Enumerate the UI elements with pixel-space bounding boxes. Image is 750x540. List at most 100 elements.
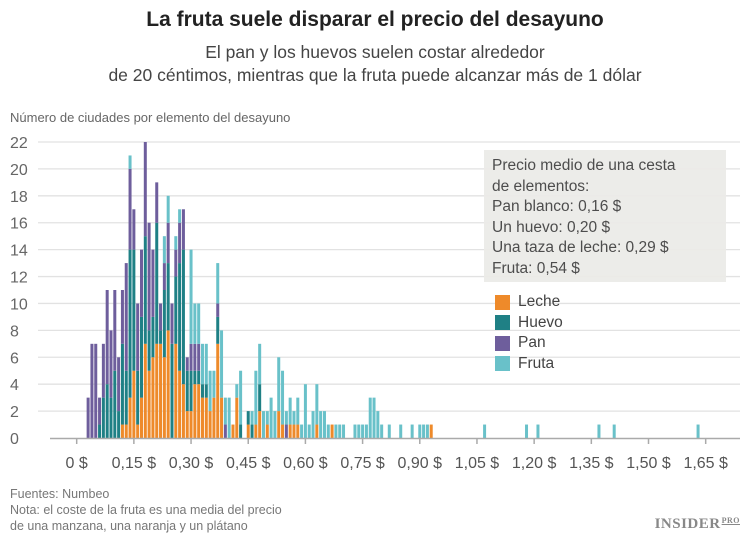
bar-segment-leche [151, 357, 155, 438]
bar-segment-leche [292, 424, 296, 438]
bar-segment-fruta [410, 424, 414, 438]
bar-segment-fruta [174, 236, 178, 250]
bar-segment-fruta [273, 411, 277, 438]
bar-segment-leche [265, 424, 269, 438]
bar-segment-fruta [319, 411, 323, 438]
note-text-line-1: Nota: el coste de la fruta es una media … [10, 503, 282, 517]
bar-segment-pan [113, 290, 117, 371]
bar-segment-huevo [166, 263, 170, 331]
x-tick-label: 1,50 $ [626, 455, 671, 472]
bar-segment-huevo [170, 343, 174, 438]
bar-segment-fruta [284, 411, 288, 425]
bar-segment-fruta [315, 384, 319, 425]
bar-segment-huevo [159, 330, 163, 344]
bar-segment-leche [281, 424, 285, 438]
legend-swatch [495, 294, 510, 310]
bar-segment-fruta [220, 330, 224, 398]
note-line: Fruta: 0,54 $ [492, 259, 580, 277]
y-tick-label: 22 [10, 135, 28, 152]
y-tick-label: 12 [10, 270, 28, 287]
bar-segment-leche [246, 424, 250, 438]
bar-segment-pan [139, 249, 143, 317]
note-text-line-2: de una manzana, una naranja y un plátano [10, 519, 248, 533]
bar-segment-pan [98, 397, 102, 425]
bar-segment-leche [235, 397, 239, 438]
legend-item-huevo: Huevo [495, 313, 563, 334]
bar-segment-leche [124, 424, 128, 438]
bar-segment-huevo [151, 316, 155, 358]
bar-segment-leche [136, 424, 140, 438]
bar-segment-leche [178, 370, 182, 438]
bar-segment-fruta [265, 411, 269, 425]
note-line: Pan blanco: 0,16 $ [492, 198, 622, 215]
y-tick-label: 14 [10, 243, 28, 260]
bar-segment-huevo [204, 384, 208, 398]
bar-segment-leche [166, 330, 170, 438]
bar-segment-fruta [399, 424, 403, 438]
bar-segment-fruta [178, 209, 182, 223]
bar-segment-leche [197, 384, 201, 438]
bar-segment-fruta [166, 195, 170, 223]
bar-segment-huevo [189, 370, 193, 412]
bar-segment-leche [147, 370, 151, 438]
bar-segment-pan [197, 343, 201, 371]
bar-segment-fruta [223, 397, 227, 425]
bar-segment-fruta [334, 424, 338, 438]
y-tick-label: 6 [10, 350, 19, 367]
chart-title: La fruta suele disparar el precio del de… [146, 8, 604, 31]
legend: Leche Huevo Pan Fruta [495, 292, 563, 374]
y-tick-label: 4 [10, 377, 19, 394]
bar-segment-huevo [216, 316, 220, 344]
bar-segment-fruta [281, 370, 285, 425]
bar-segment-leche [429, 424, 433, 438]
bar-segment-huevo [258, 384, 262, 412]
bar-segment-fruta [361, 424, 365, 438]
bar-segment-huevo [185, 370, 189, 412]
bar-segment-pan [136, 303, 140, 371]
insider-pro-logo: INSIDERPRO [654, 516, 740, 532]
bar-segment-fruta [212, 370, 216, 398]
note-line: de elementos: [492, 177, 590, 195]
bar-segment-huevo [200, 384, 204, 398]
bar-segment-leche [159, 343, 163, 438]
bar-segment-leche [181, 384, 185, 438]
legend-swatch [495, 315, 510, 331]
bar-segment-huevo [132, 249, 136, 371]
bar-segment-huevo [143, 236, 147, 344]
bar-segment-pan [185, 357, 189, 371]
bar-segment-pan [181, 209, 185, 250]
bar-segment-huevo [246, 411, 250, 425]
bar-segment-pan [132, 209, 136, 250]
bar-segment-huevo [113, 370, 117, 438]
bar-segment-leche [193, 384, 197, 438]
bar-segment-pan [189, 343, 193, 371]
bar-segment-leche [185, 411, 189, 438]
bar-segment-pan [94, 343, 98, 438]
legend-label: Leche [518, 293, 561, 311]
bar-segment-fruta [227, 397, 231, 438]
bar-segment-pan [101, 343, 105, 398]
legend-label: Pan [518, 334, 546, 352]
x-tick-label: 1,65 $ [683, 455, 728, 472]
subtitle-line-1: El pan y los huevos suelen costar alrede… [205, 42, 545, 62]
bar-segment-huevo [174, 276, 178, 344]
bar-segment-leche [254, 424, 258, 438]
bar-segment-pan [151, 249, 155, 317]
bar-segment-leche [189, 411, 193, 438]
bar-segment-fruta [254, 370, 258, 425]
x-tick-label: 0,75 $ [340, 455, 385, 472]
legend-swatch [495, 356, 510, 372]
bar-segment-fruta [368, 397, 372, 438]
bar-segment-huevo [98, 424, 102, 438]
bar-segment-fruta [200, 343, 204, 385]
bar-segment-pan [155, 182, 159, 223]
bar-segment-fruta [269, 397, 273, 438]
bar-segment-huevo [181, 249, 185, 385]
bar-segment-leche [132, 370, 136, 438]
bar-segment-fruta [189, 249, 193, 344]
bar-segment-huevo [178, 263, 182, 371]
bar-segment-fruta [128, 155, 132, 169]
bar-segment-huevo [109, 397, 113, 438]
y-tick-label: 18 [10, 189, 28, 206]
